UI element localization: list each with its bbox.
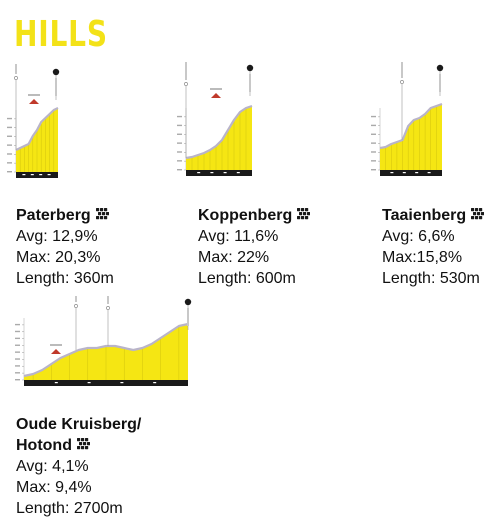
climb-name: Taaienberg [382,207,467,224]
climb-profile-taaienberg [371,62,444,176]
climb-length: Length: 530m [382,270,480,287]
climb-info-oude-kruisberg: Oude Kruisberg/ Hotond Avg: 4,1% Max: 9,… [16,414,141,519]
climb-max: Max:15,8% [382,249,463,266]
climb-max: Max: 9,4% [16,479,92,496]
climb-avg: Avg: 11,6% [198,228,279,245]
climb-avg: Avg: 6,6% [382,228,455,245]
climb-profile-koppenberg [177,62,254,176]
page-title: HILLS [14,14,108,55]
climb-avg: Avg: 12,9% [16,228,98,245]
climb-profile-oude-kruisberg [15,296,192,386]
cobblestone-icon [471,208,485,220]
cobblestone-icon [76,438,90,450]
climb-info-paterberg: Paterberg Avg: 12,9% Max: 20,3% Length: … [16,205,114,289]
climb-max: Max: 20,3% [16,249,101,266]
climb-length: Length: 600m [198,270,296,287]
cobblestone-icon [95,208,109,220]
climb-name: Koppenberg [198,207,293,224]
climb-max: Max: 22% [198,249,270,266]
climb-info-koppenberg: Koppenberg Avg: 11,6% Max: 22% Length: 6… [198,205,311,289]
climb-name-line2: Hotond [16,437,72,454]
climb-length: Length: 2700m [16,500,123,517]
climb-profile-paterberg [7,64,60,178]
climb-avg: Avg: 4,1% [16,458,89,475]
climb-name: Paterberg [16,207,91,224]
climb-info-taaienberg: Taaienberg Avg: 6,6% Max:15,8% Length: 5… [382,205,485,289]
cobblestone-icon [297,208,311,220]
climb-length: Length: 360m [16,270,114,287]
climb-name: Oude Kruisberg/ [16,416,142,433]
